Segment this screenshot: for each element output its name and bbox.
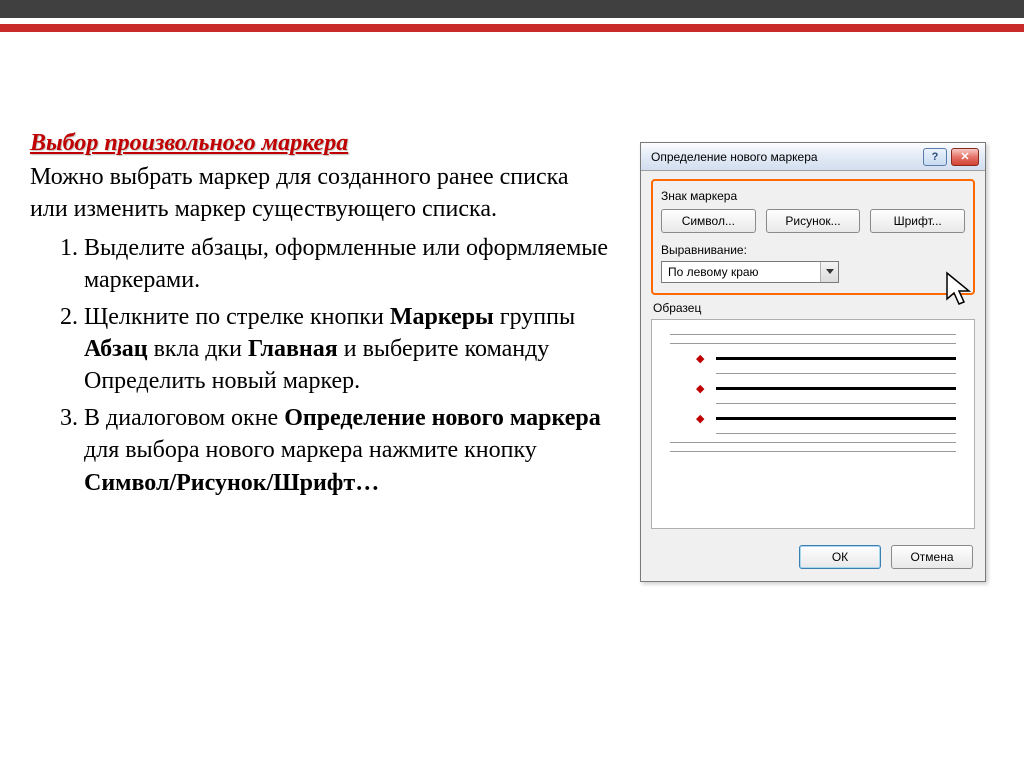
alignment-label: Выравнивание: <box>661 243 965 257</box>
help-button[interactable]: ? <box>923 148 947 166</box>
window-buttons: ? ✕ <box>923 148 979 166</box>
step-1-text: Выделите абзацы, оформленные или оформля… <box>84 235 608 293</box>
preview-bullet-row: ◆ <box>670 352 956 365</box>
step-2-seg-d: вкла дки <box>148 336 248 362</box>
top-red-bar <box>0 24 1024 32</box>
cursor-icon <box>945 271 979 311</box>
preview-box: ◆ ◆ ◆ <box>651 319 975 529</box>
step-3-seg-c: для выбора нового маркера нажмите кнопку <box>84 437 537 463</box>
preview-bullet-line <box>716 357 956 360</box>
bullet-icon: ◆ <box>696 382 704 395</box>
steps-list: Выделите абзацы, оформленные или оформля… <box>30 232 610 499</box>
chevron-down-icon <box>826 269 834 275</box>
symbol-button[interactable]: Символ... <box>661 209 756 233</box>
alignment-value: По левому краю <box>668 265 759 279</box>
preview-bullet-line <box>716 387 956 390</box>
preview-bullet-line <box>716 417 956 420</box>
step-3: В диалоговом окне Определение нового мар… <box>84 402 610 499</box>
preview-line <box>670 451 956 452</box>
preview-line <box>716 373 956 374</box>
font-button[interactable]: Шрифт... <box>870 209 965 233</box>
marker-sign-group: Знак маркера Символ... Рисунок... Шрифт.… <box>651 179 975 295</box>
font-button-label: Шрифт... <box>894 214 942 228</box>
step-2-seg-c: группы <box>494 304 575 330</box>
step-3-bold-2: Символ/Рисунок/Шрифт… <box>84 470 379 496</box>
slide-title: Выбор произвольного маркера <box>30 130 610 157</box>
preview-bullet-row: ◆ <box>670 382 956 395</box>
bullet-icon: ◆ <box>696 412 704 425</box>
symbol-button-label: Символ... <box>682 214 735 228</box>
dialog-body: Знак маркера Символ... Рисунок... Шрифт.… <box>641 171 985 535</box>
cancel-button-label: Отмена <box>910 550 953 564</box>
step-2-bold-1: Маркеры <box>390 304 494 330</box>
preview-line <box>670 334 956 335</box>
ok-button[interactable]: ОК <box>799 545 881 569</box>
top-dark-bar <box>0 0 1024 18</box>
preview-line <box>716 403 956 404</box>
step-2: Щелкните по стрелке кнопки Маркеры групп… <box>84 301 610 398</box>
preview-line <box>670 442 956 443</box>
dialog-footer: ОК Отмена <box>641 535 985 581</box>
combobox-arrow[interactable] <box>820 262 838 282</box>
picture-button-label: Рисунок... <box>785 214 840 228</box>
step-2-bold-3: Главная <box>248 336 338 362</box>
preview-line <box>670 343 956 344</box>
intro-paragraph: Можно выбрать маркер для созданного ране… <box>30 161 610 226</box>
sample-label: Образец <box>653 301 975 315</box>
step-1: Выделите абзацы, оформленные или оформля… <box>84 232 610 297</box>
step-2-seg-a: Щелкните по стрелке кнопки <box>84 304 390 330</box>
close-button[interactable]: ✕ <box>951 148 979 166</box>
step-3-seg-a: В диалоговом окне <box>84 405 284 431</box>
preview-bullet-row: ◆ <box>670 412 956 425</box>
preview-line <box>716 433 956 434</box>
marker-dialog: Определение нового маркера ? ✕ Знак марк… <box>640 142 986 582</box>
marker-button-row: Символ... Рисунок... Шрифт... <box>661 209 965 233</box>
bullet-icon: ◆ <box>696 352 704 365</box>
step-2-bold-2: Абзац <box>84 336 148 362</box>
alignment-combobox[interactable]: По левому краю <box>661 261 839 283</box>
ok-button-label: ОК <box>832 550 848 564</box>
picture-button[interactable]: Рисунок... <box>766 209 861 233</box>
dialog-titlebar[interactable]: Определение нового маркера ? ✕ <box>641 143 985 171</box>
dialog-title: Определение нового маркера <box>651 150 923 164</box>
group-label: Знак маркера <box>661 189 965 203</box>
close-icon: ✕ <box>960 150 969 163</box>
help-icon: ? <box>932 151 939 163</box>
cancel-button[interactable]: Отмена <box>891 545 973 569</box>
step-3-bold-1: Определение нового маркера <box>284 405 601 431</box>
text-content: Выбор произвольного маркера Можно выбрат… <box>30 130 610 503</box>
